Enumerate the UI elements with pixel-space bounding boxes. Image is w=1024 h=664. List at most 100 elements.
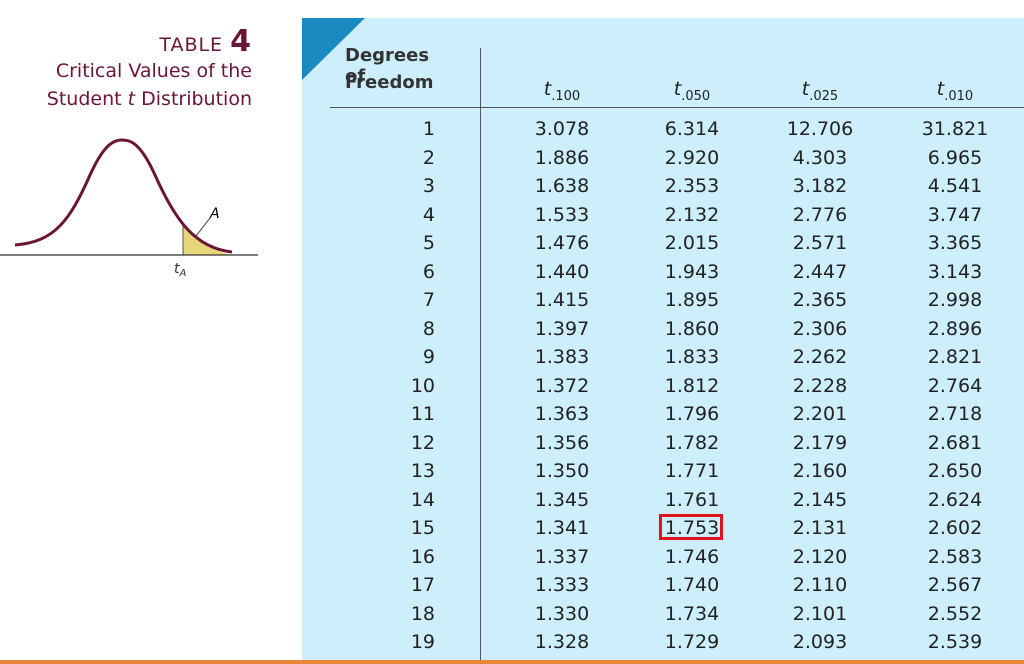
df-cell: 14 [410,488,435,511]
value-cell: 1.771 [664,460,720,482]
bottom-rule [0,660,1024,664]
value-cell: 1.812 [664,374,720,397]
df-cell: 3 [422,175,435,197]
value-cell: 1.363 [534,403,590,425]
caption-line: Critical Values of the [55,60,252,82]
value-cell: 1.740 [664,574,720,596]
df-cell: 12 [410,431,435,454]
value-cell: 2.776 [792,203,848,226]
tail-area [183,226,232,255]
value-cell: 2.101 [792,602,848,625]
value-cell: 2.571 [792,232,848,254]
value-cell: 1.341 [534,517,590,539]
df-cell: 16 [410,545,435,568]
value-cell: 2.920 [664,146,720,169]
value-cell: 1.383 [534,346,590,368]
value-cell: 6.314 [664,118,720,140]
df-cell: 17 [410,574,435,596]
value-cell: 1.734 [664,602,720,625]
value-cell: 2.160 [792,460,848,482]
value-cell: 1.330 [534,602,590,625]
df-cell: 5 [422,232,435,254]
corner-triangle [302,18,365,80]
value-cell: 1.761 [664,488,720,511]
value-cell: 2.718 [927,403,983,425]
value-cell: 1.860 [664,317,720,340]
distribution-diagram: A tA [0,138,258,279]
value-cell: 2.821 [927,346,983,368]
value-cell: 1.333 [534,574,590,596]
value-cell: 3.365 [927,232,983,254]
value-cell: 1.895 [664,289,720,311]
df-cell: 13 [410,460,435,482]
value-cell: 1.638 [534,175,590,197]
value-cell: 1.796 [664,403,720,425]
df-cell: 8 [422,317,435,340]
value-cell: 1.356 [534,431,590,454]
df-cell: 9 [422,346,435,368]
value-cell: 3.747 [927,203,983,226]
value-cell: 2.015 [664,232,720,254]
value-cell: 1.833 [664,346,720,368]
value-cell: 2.306 [792,317,848,340]
value-cell: 1.345 [534,488,590,511]
value-cell: 3.182 [792,175,848,197]
value-cell: 2.447 [792,260,848,283]
value-cell: 2.110 [792,574,848,596]
value-cell: 1.397 [534,317,590,340]
value-cell: 1.476 [534,232,590,254]
df-cell: 19 [410,631,435,653]
df-cell: 4 [422,203,435,226]
value-cell: 12.706 [786,118,854,140]
value-cell: 2.624 [927,488,983,511]
value-cell: 2.539 [927,631,983,653]
value-cell: 2.681 [927,431,983,454]
df-cell: 7 [422,289,435,311]
df-cell: 15 [410,517,435,539]
df-cell: 10 [410,374,435,397]
column-header: t.010 [895,78,1015,104]
curve [14,138,233,254]
value-cell: 31.821 [921,118,989,140]
stub-header: Degrees of [345,45,430,87]
area-label: A [209,206,220,222]
df-cell: 1 [422,118,435,140]
value-cell: 2.093 [792,631,848,653]
value-cell: 2.602 [927,517,983,539]
symbol: t [543,78,552,100]
value-cell: 2.552 [927,602,983,625]
header-rule [330,107,1024,108]
column-header: t.050 [632,78,752,104]
value-cell: 3.078 [534,118,590,140]
value-cell: 2.201 [792,403,848,425]
value-cell: 2.764 [927,374,983,397]
value-cell: 1.415 [534,289,590,311]
subscript: .025 [809,88,839,104]
value-cell: 6.965 [927,146,983,169]
df-cell: 18 [410,602,435,625]
value-cell: 2.896 [927,317,983,340]
value-cell: 2.365 [792,289,848,311]
value-cell: 2.998 [927,289,983,311]
value-cell: 1.372 [534,374,590,397]
pointer [195,217,211,237]
value-cell: 1.746 [664,545,720,568]
symbol: t [801,78,810,100]
subscript: .010 [944,88,974,104]
column-header: t.025 [760,78,880,104]
subscript: .100 [551,88,581,104]
highlight-box [659,514,723,540]
table-label: TABLE 4 [159,24,252,59]
value-cell: 2.145 [792,488,848,511]
value-cell: 1.729 [664,631,720,653]
df-cell: 2 [422,146,435,169]
value-cell: 2.262 [792,346,848,368]
value-cell: 1.886 [534,146,590,169]
value-cell: 1.533 [534,203,590,226]
value-cell: 2.650 [927,460,983,482]
symbol: t [936,78,945,100]
df-cell: 11 [410,403,435,425]
stub-header: Freedom [345,72,434,93]
value-cell: 1.328 [534,631,590,653]
df-cell: 6 [422,260,435,283]
